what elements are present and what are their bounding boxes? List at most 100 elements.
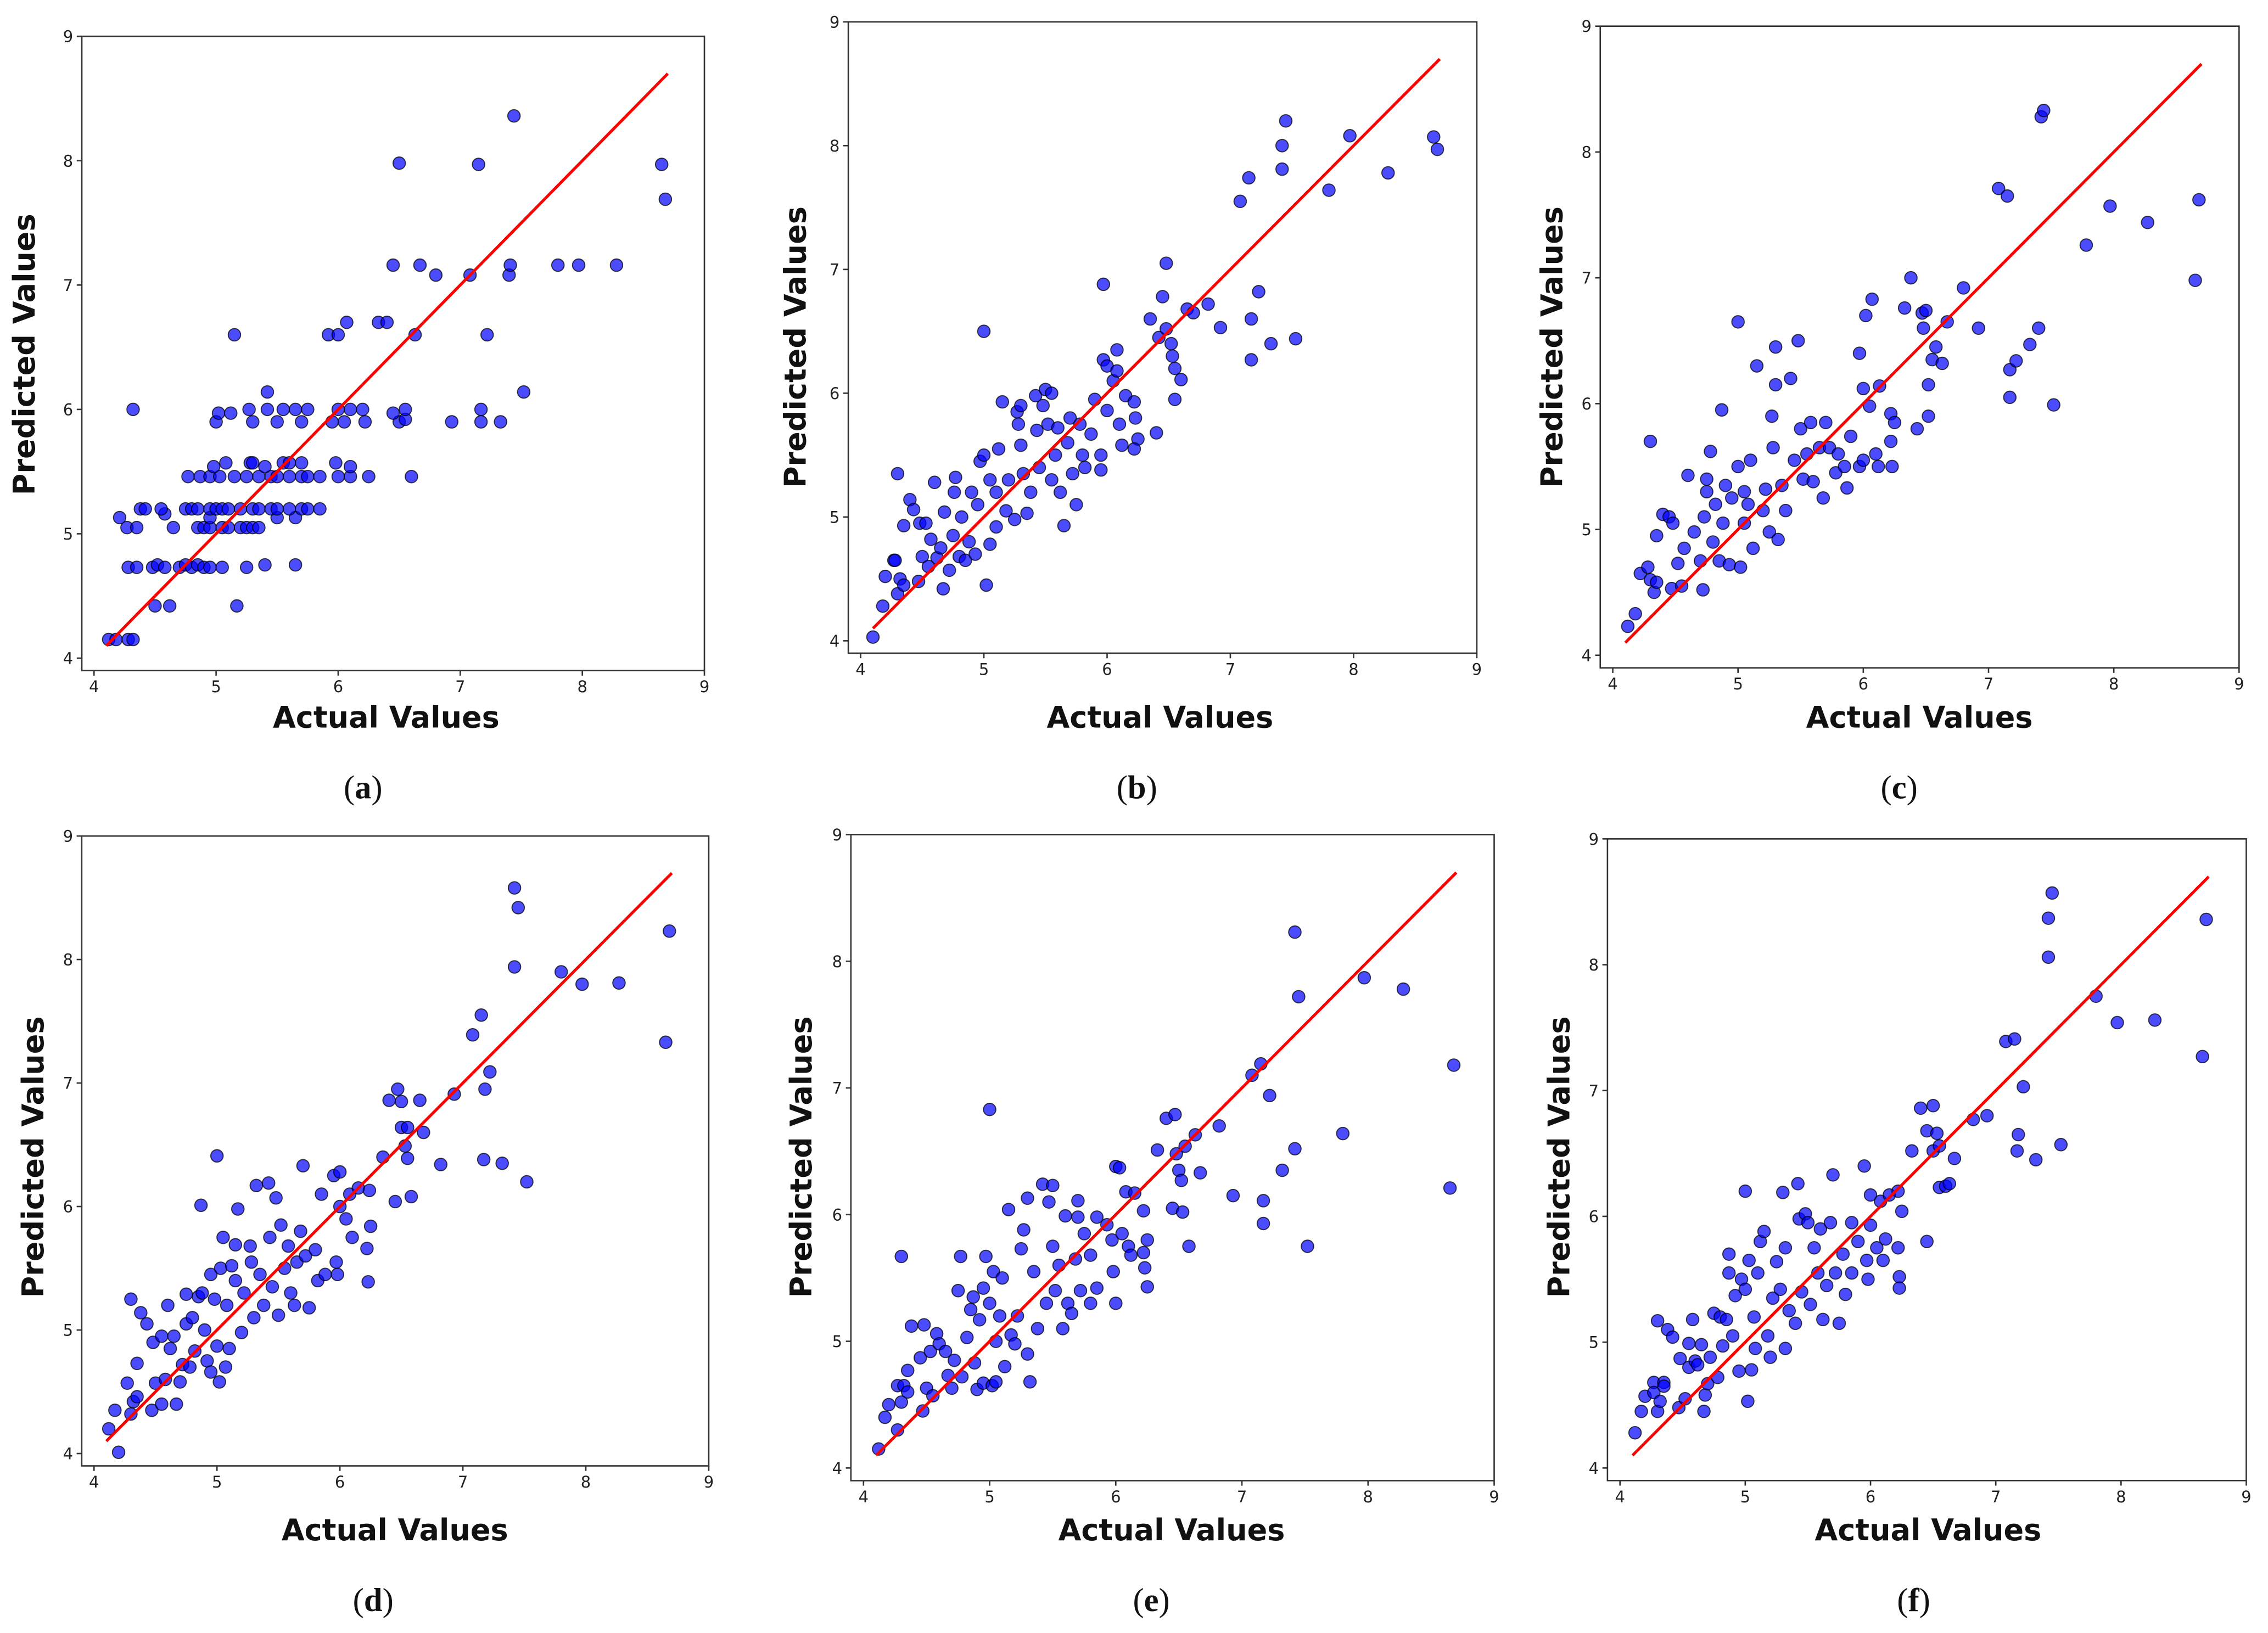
- data-point: [2003, 390, 2017, 405]
- x-tick-label: 4: [859, 1488, 869, 1506]
- data-point: [183, 1360, 197, 1374]
- data-point: [1851, 1234, 1865, 1249]
- data-point: [979, 578, 993, 592]
- data-point: [295, 415, 309, 429]
- data-point: [1256, 1194, 1270, 1208]
- data-point: [474, 402, 488, 417]
- data-point: [1115, 438, 1129, 452]
- data-point: [274, 1218, 288, 1232]
- data-point: [2188, 273, 2202, 287]
- data-point: [1700, 472, 1713, 486]
- data-point: [2032, 321, 2046, 335]
- data-point: [1784, 372, 1797, 385]
- y-tick-label: 6: [1581, 395, 1591, 413]
- data-point: [551, 258, 565, 272]
- data-point: [1279, 114, 1293, 128]
- data-point: [1127, 395, 1141, 409]
- x-tick-label: 6: [333, 677, 343, 696]
- data-point: [282, 502, 296, 516]
- data-point: [191, 502, 205, 516]
- data-point: [206, 459, 221, 474]
- data-point: [1226, 1188, 1240, 1203]
- data-point: [1718, 479, 1733, 492]
- y-tick-label: 6: [63, 1198, 73, 1216]
- data-point: [1042, 1195, 1056, 1209]
- x-tick-label: 4: [855, 660, 865, 678]
- data-point: [329, 1255, 343, 1269]
- data-point: [1112, 1161, 1127, 1175]
- data-point: [213, 469, 227, 484]
- caption-letter: c: [1892, 770, 1907, 806]
- data-point: [166, 520, 181, 535]
- data-point: [301, 502, 315, 516]
- data-point: [1077, 1227, 1091, 1241]
- data-point: [301, 402, 315, 417]
- data-point: [900, 1385, 915, 1399]
- x-tick-label: 7: [455, 677, 465, 696]
- data-point: [239, 469, 254, 484]
- data-point: [1737, 485, 1751, 499]
- data-point: [1897, 301, 1912, 315]
- data-point: [295, 456, 309, 470]
- scatter-panel-e: 4 5 6 7 8 9 4 5 6 7 8 9 Actual Values Predicted Value…: [784, 826, 1499, 1619]
- data-point: [989, 520, 1003, 534]
- data-point: [145, 1404, 159, 1417]
- data-point: [1859, 308, 1873, 323]
- data-point: [130, 520, 144, 535]
- data-point: [1128, 1186, 1142, 1200]
- data-point: [263, 1231, 277, 1244]
- data-point: [1152, 330, 1166, 345]
- data-point: [1138, 1261, 1152, 1275]
- x-tick-label: 9: [704, 1473, 714, 1491]
- y-axis-label: Predicted Values: [784, 1016, 819, 1298]
- data-point: [1697, 1404, 1711, 1418]
- data-point: [186, 1311, 199, 1325]
- data-point: [1920, 1234, 1934, 1249]
- x-tick-label: 8: [2116, 1488, 2126, 1506]
- data-point: [1212, 1119, 1226, 1133]
- data-point: [1014, 399, 1028, 413]
- y-tick-label: 7: [830, 260, 839, 279]
- x-tick-label: 6: [335, 1473, 345, 1491]
- data-point: [434, 1158, 448, 1171]
- data-point: [1861, 1272, 1875, 1286]
- data-point: [894, 1395, 909, 1409]
- data-point: [480, 328, 494, 342]
- data-point: [937, 505, 951, 519]
- caption-close-paren: ): [1919, 1582, 1930, 1619]
- data-point: [1292, 990, 1306, 1004]
- data-point: [1884, 434, 1898, 448]
- data-point: [163, 1342, 177, 1356]
- data-point: [237, 1286, 251, 1300]
- data-point: [253, 1267, 267, 1282]
- data-point: [1245, 1068, 1259, 1082]
- data-point: [983, 1102, 996, 1116]
- data-point: [1687, 525, 1701, 539]
- data-point: [1765, 409, 1779, 423]
- data-point: [309, 1243, 322, 1257]
- data-point: [1892, 1281, 1906, 1295]
- data-point: [282, 469, 296, 484]
- reference-line: [872, 58, 1441, 630]
- data-point: [1244, 353, 1258, 367]
- data-point: [1856, 453, 1871, 467]
- data-point: [1694, 1338, 1709, 1351]
- data-point: [1819, 416, 1833, 429]
- data-point: [244, 1255, 259, 1269]
- data-point: [210, 1339, 224, 1353]
- data-point: [1768, 340, 1783, 354]
- y-tick-label: 8: [1589, 956, 1599, 974]
- data-point: [1666, 516, 1680, 530]
- data-point: [1751, 1266, 1765, 1280]
- y-tick-label: 8: [1581, 143, 1591, 161]
- data-point: [1046, 1239, 1060, 1253]
- y-tick-label: 5: [63, 1321, 73, 1340]
- data-point: [1650, 1314, 1665, 1328]
- data-point: [258, 459, 272, 474]
- data-point: [401, 1152, 415, 1165]
- data-point: [1021, 1347, 1034, 1361]
- data-point: [1094, 463, 1108, 477]
- data-point: [1036, 399, 1050, 413]
- x-tick-label: 4: [89, 677, 99, 696]
- data-point: [2017, 1080, 2030, 1094]
